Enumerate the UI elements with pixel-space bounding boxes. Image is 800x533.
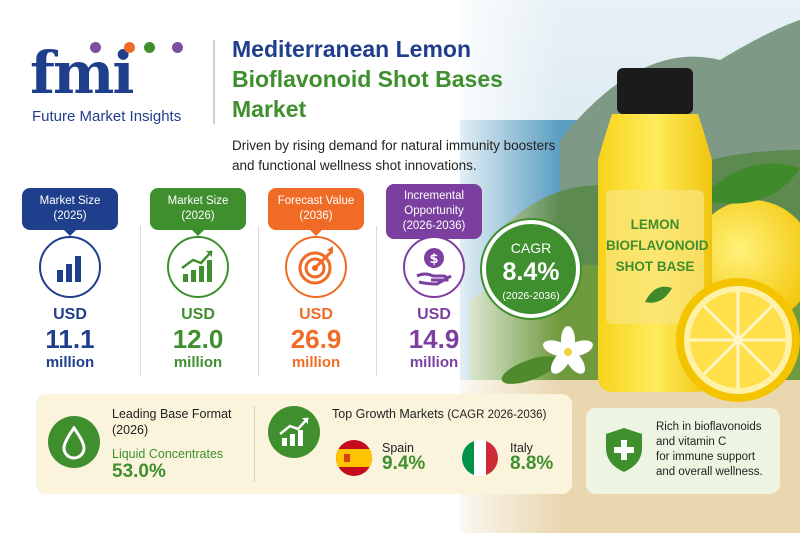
- bottle-label-line: LEMON: [630, 217, 680, 232]
- title-line-2: Bioflavonoid Shot Bases: [232, 66, 503, 92]
- logo-tagline: Future Market Insights: [32, 108, 182, 125]
- cagr-period: (2026-2036): [502, 290, 560, 302]
- column-divider: [376, 226, 377, 376]
- growth-markets-title-suffix: (CAGR 2026-2036): [447, 409, 547, 421]
- leading-format-year: (2026): [112, 423, 149, 437]
- leading-format-segment: Liquid Concentrates: [112, 447, 224, 461]
- logo-wordmark: fmi: [30, 39, 134, 107]
- country-name: Spain: [382, 441, 414, 455]
- note-line: and vitamin C: [656, 436, 727, 448]
- wellness-note-text: Rich in bioflavonoids and vitamin C for …: [656, 420, 763, 480]
- country-cagr: 8.8%: [510, 453, 554, 474]
- stat-unit: million: [291, 354, 341, 371]
- stat-label: Market Size: [167, 195, 229, 207]
- stat-badge: Market Size (2026): [150, 188, 246, 236]
- note-line: and overall wellness.: [656, 466, 763, 478]
- stat-badge: Forecast Value (2036): [268, 188, 364, 236]
- stat-value: 14.9: [408, 324, 460, 354]
- note-line: for immune support: [656, 451, 756, 463]
- stat-value: 11.1: [45, 324, 95, 354]
- stat-label-2: Opportunity: [404, 205, 464, 217]
- bottle-label-line: BIOFLAVONOID: [606, 238, 709, 253]
- shield-plus-icon: [604, 426, 644, 474]
- bar-chart-icon: [39, 236, 101, 298]
- leading-format-title: Leading Base Format (2026): [112, 406, 232, 438]
- target-icon: [285, 236, 347, 298]
- stat-label: Market Size: [39, 195, 101, 207]
- stat-incremental-opportunity: Incremental Opportunity (2026-2036) $ US…: [384, 184, 484, 371]
- stat-unit: million: [409, 354, 459, 371]
- logo-dot: [90, 42, 101, 53]
- stat-unit: million: [173, 354, 223, 371]
- country-name: Italy: [510, 441, 533, 455]
- stat-currency: USD: [417, 306, 451, 323]
- title-line-1: Mediterranean Lemon: [232, 36, 471, 62]
- stat-forecast-value-2036: Forecast Value (2036) USD 26.9 million: [266, 188, 366, 371]
- svg-text:$: $: [429, 252, 438, 267]
- stat-currency: USD: [299, 306, 333, 323]
- leading-format-title-line: Leading Base Format: [112, 407, 232, 421]
- stat-badge: Market Size (2025): [22, 188, 118, 236]
- bottle-label-line: SHOT BASE: [615, 259, 695, 274]
- page-title: Mediterranean Lemon Bioflavonoid Shot Ba…: [232, 34, 503, 124]
- stat-label: Incremental: [403, 190, 465, 202]
- header-divider: [213, 40, 215, 124]
- fmi-logo[interactable]: fmi Future Market Insights: [30, 38, 195, 128]
- leading-format-share: 53.0%: [112, 461, 166, 482]
- cagr-value: 8.4%: [502, 258, 560, 286]
- column-divider: [140, 226, 141, 376]
- logo-dot: [172, 42, 183, 53]
- stat-market-size-2025: Market Size (2025) USD 11.1 million: [20, 188, 120, 371]
- growth-markets-title-text: Top Growth Markets: [332, 407, 444, 421]
- stat-badge: Incremental Opportunity (2026-2036): [386, 184, 482, 245]
- logo-dot: [124, 42, 135, 53]
- stat-value: 12.0: [172, 324, 224, 354]
- note-line: Rich in bioflavonoids: [656, 421, 762, 433]
- growth-chart-icon: [268, 406, 320, 458]
- stat-label-year: (2025): [53, 210, 87, 222]
- cagr-badge: CAGR 8.4% (2026-2036): [482, 220, 580, 318]
- italy-flag-icon: [462, 440, 498, 476]
- money-hand-icon: $: [403, 236, 465, 298]
- stat-unit: million: [45, 354, 95, 371]
- logo-dot: [144, 42, 155, 53]
- stat-label-year: (2026): [181, 210, 215, 222]
- growth-chart-icon: [167, 236, 229, 298]
- bottom-info-panel: Leading Base Format (2026) Liquid Concen…: [36, 394, 572, 494]
- page-subtitle: Driven by rising demand for natural immu…: [232, 138, 556, 173]
- stat-currency: USD: [181, 306, 215, 323]
- panel-divider: [254, 406, 255, 482]
- wellness-note-panel: Rich in bioflavonoids and vitamin C for …: [586, 408, 780, 494]
- stat-label-year: (2036): [299, 210, 333, 222]
- column-divider: [258, 226, 259, 376]
- cagr-label: CAGR: [510, 240, 552, 256]
- spain-flag-icon: [336, 440, 372, 476]
- stat-label: Forecast Value: [277, 195, 355, 207]
- country-cagr: 9.4%: [382, 453, 426, 474]
- bottle-label: LEMON BIOFLAVONOID SHOT BASE: [606, 214, 709, 277]
- droplet-icon: [48, 416, 100, 468]
- stat-market-size-2026: Market Size (2026) USD 12.0 million: [148, 188, 248, 371]
- stat-currency: USD: [53, 306, 87, 323]
- stat-label-year: (2026-2036): [402, 220, 466, 232]
- stat-value: 26.9: [290, 324, 342, 354]
- title-line-3: Market: [232, 96, 307, 122]
- growth-markets-title: Top Growth Markets (CAGR 2026-2036): [332, 406, 546, 423]
